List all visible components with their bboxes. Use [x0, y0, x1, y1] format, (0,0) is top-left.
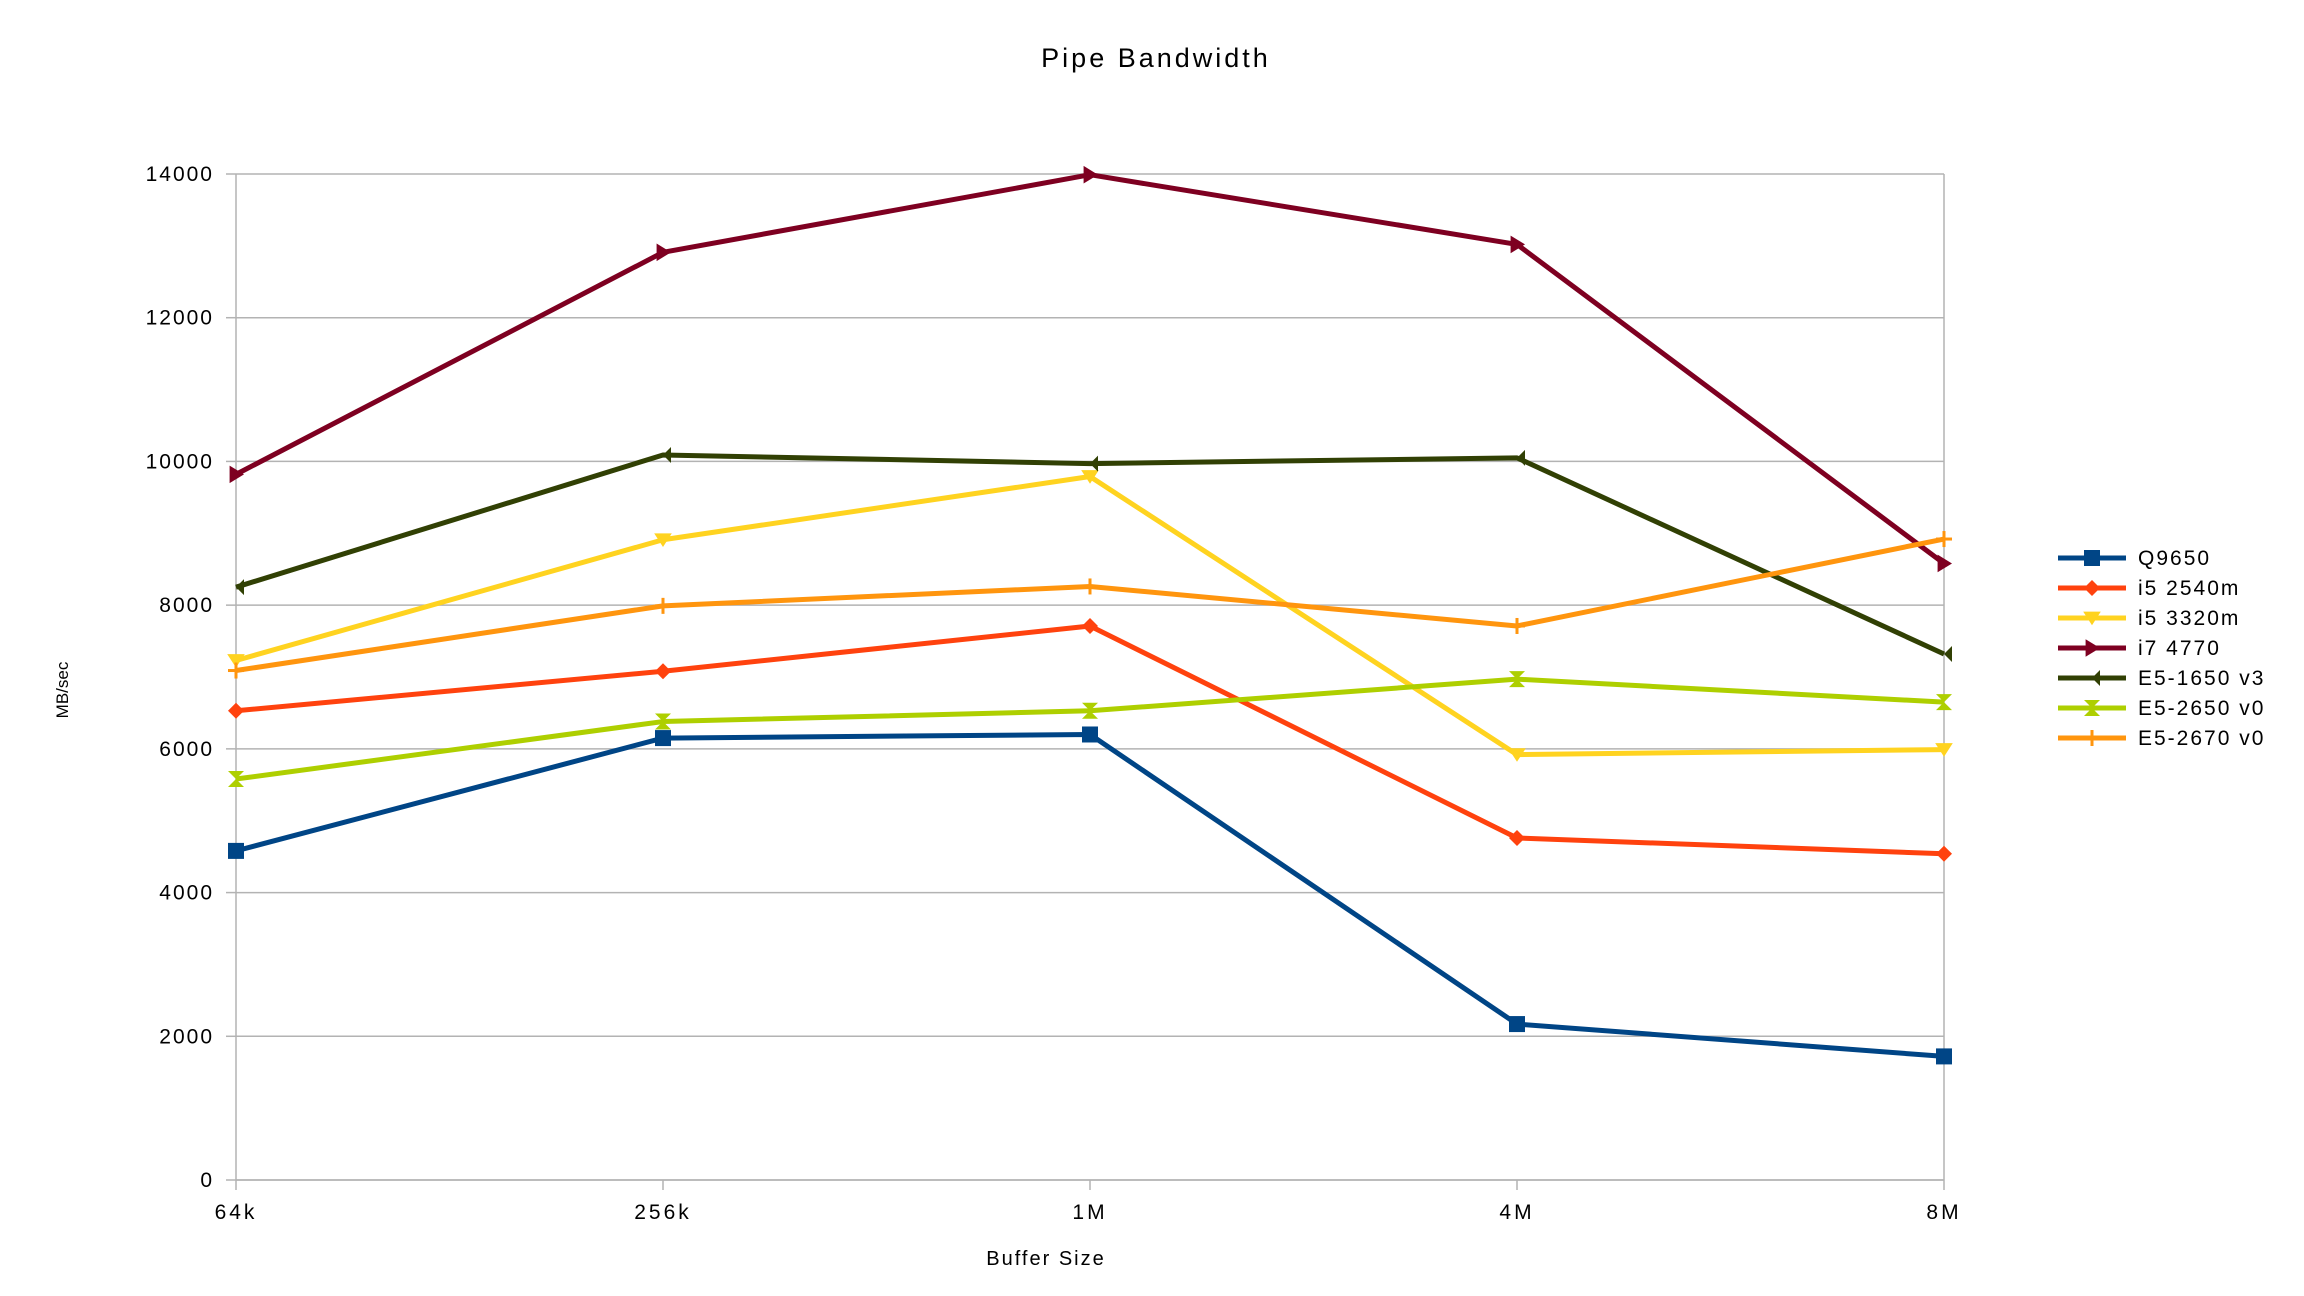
data-point	[228, 771, 244, 788]
legend-label: E5-2650 v0	[2138, 697, 2265, 720]
data-point	[1936, 646, 1952, 663]
data-point	[1509, 449, 1525, 466]
data-point	[228, 842, 244, 859]
data-point	[656, 243, 671, 262]
data-point	[1509, 1016, 1525, 1033]
x-axis-label: Buffer Size	[986, 1248, 1105, 1270]
data-point	[1083, 165, 1098, 184]
y-tick-label: 8000	[159, 594, 214, 617]
data-point	[654, 533, 672, 547]
data-point	[1082, 617, 1098, 634]
x-tick-label: 1M	[1072, 1201, 1107, 1224]
legend-item: i5 3320m	[2058, 607, 2240, 630]
data-point	[227, 654, 245, 668]
legend-label: i5 2540m	[2138, 577, 2240, 600]
data-point	[1936, 531, 1952, 548]
data-point	[2084, 700, 2100, 716]
legend-label: Q9650	[2138, 547, 2211, 570]
series-line	[234, 172, 1946, 566]
x-tick-label: 256k	[634, 1201, 692, 1224]
legend-item: i7 4770	[2058, 637, 2221, 660]
y-tick-label: 12000	[146, 307, 214, 330]
x-axis-ticks: 64k 256k 1M 4M 8M	[215, 1180, 1961, 1224]
data-point	[1509, 829, 1525, 846]
data-point	[2084, 670, 2100, 686]
data-point	[1082, 702, 1098, 719]
y-tick-label: 0	[200, 1169, 214, 1192]
y-axis-label: MB/sec	[53, 661, 72, 718]
data-point	[1936, 1048, 1952, 1065]
data-point	[1082, 726, 1098, 743]
series-e5-2670-v0	[228, 531, 1952, 679]
legend-label: E5-1650 v3	[2138, 667, 2265, 690]
legend-label: i5 3320m	[2138, 607, 2240, 630]
series-lines	[227, 165, 1953, 1065]
legend-item: E5-2670 v0	[2058, 727, 2265, 750]
y-tick-label: 14000	[146, 163, 214, 186]
data-point	[655, 446, 671, 463]
y-tick-label: 6000	[159, 738, 214, 761]
data-point	[655, 730, 671, 747]
grid-lines	[235, 173, 1945, 1181]
data-point	[228, 662, 244, 679]
data-point	[2084, 550, 2100, 566]
data-point	[229, 465, 244, 484]
data-point	[1509, 617, 1525, 634]
data-point	[1936, 845, 1952, 862]
y-tick-label: 4000	[159, 882, 214, 905]
data-point	[2084, 730, 2100, 746]
series-i5-2540m	[228, 617, 1952, 862]
data-point	[1081, 470, 1099, 484]
data-point	[228, 579, 244, 596]
series-line	[235, 731, 1945, 1059]
legend-item: Q9650	[2058, 547, 2211, 570]
data-point	[655, 597, 671, 614]
series-i7-4770	[229, 165, 1952, 573]
data-point	[1935, 743, 1953, 757]
data-point	[1082, 578, 1098, 595]
data-point	[655, 663, 671, 680]
y-tick-label: 2000	[159, 1025, 214, 1048]
legend-label: E5-2670 v0	[2138, 727, 2265, 750]
data-point	[1937, 554, 1952, 573]
data-point	[655, 713, 671, 730]
data-point	[2083, 611, 2101, 626]
data-point	[1510, 235, 1525, 254]
data-point	[2085, 639, 2100, 657]
legend-item: E5-2650 v0	[2058, 697, 2265, 720]
series-line	[235, 676, 1945, 782]
series-e5-1650-v3	[228, 446, 1952, 663]
series-q9650	[228, 726, 1952, 1065]
y-tick-label: 10000	[146, 450, 214, 473]
x-tick-label: 8M	[1926, 1201, 1961, 1224]
chart-title: Pipe Bandwidth	[1041, 43, 1271, 73]
x-tick-label: 64k	[215, 1201, 258, 1224]
data-point	[1936, 694, 1952, 711]
series-i5-3320m	[227, 470, 1953, 762]
data-point	[1509, 671, 1525, 688]
legend-item: E5-1650 v3	[2058, 667, 2265, 690]
x-tick-label: 4M	[1499, 1201, 1534, 1224]
y-axis-ticks: 0 2000 4000 6000 8000 10000 12000 14000	[146, 163, 236, 1192]
legend-label: i7 4770	[2138, 637, 2221, 660]
data-point	[1082, 455, 1098, 472]
data-point	[228, 702, 244, 719]
data-point	[1508, 748, 1526, 762]
legend: Q9650 i5 2540m i5 3320m i7 4770 E5-1650 v3 E5…	[2058, 547, 2265, 750]
legend-item: i5 2540m	[2058, 577, 2240, 600]
data-point	[2084, 580, 2100, 596]
series-e5-2650-v0	[228, 671, 1952, 788]
